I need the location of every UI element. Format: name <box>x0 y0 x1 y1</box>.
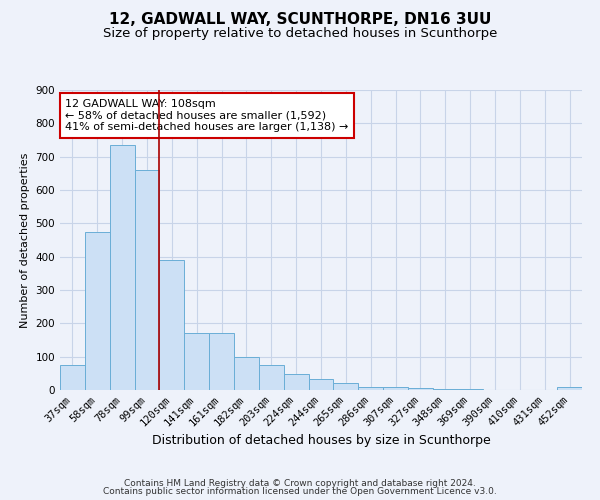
Bar <box>383 388 408 390</box>
Bar <box>284 374 308 390</box>
Text: 12, GADWALL WAY, SCUNTHORPE, DN16 3UU: 12, GADWALL WAY, SCUNTHORPE, DN16 3UU <box>109 12 491 28</box>
Bar <box>110 145 134 390</box>
Text: Contains public sector information licensed under the Open Government Licence v3: Contains public sector information licen… <box>103 487 497 496</box>
Bar <box>160 260 184 390</box>
Bar <box>209 334 234 390</box>
Text: Contains HM Land Registry data © Crown copyright and database right 2024.: Contains HM Land Registry data © Crown c… <box>124 478 476 488</box>
Bar <box>408 388 433 390</box>
Bar <box>433 389 458 390</box>
Bar <box>184 334 209 390</box>
Bar <box>358 386 383 390</box>
Text: Size of property relative to detached houses in Scunthorpe: Size of property relative to detached ho… <box>103 28 497 40</box>
Bar <box>308 379 334 390</box>
Bar <box>557 388 582 390</box>
Bar <box>334 384 358 390</box>
Bar <box>134 170 160 390</box>
Text: 12 GADWALL WAY: 108sqm
← 58% of detached houses are smaller (1,592)
41% of semi-: 12 GADWALL WAY: 108sqm ← 58% of detached… <box>65 99 349 132</box>
Y-axis label: Number of detached properties: Number of detached properties <box>20 152 30 328</box>
X-axis label: Distribution of detached houses by size in Scunthorpe: Distribution of detached houses by size … <box>152 434 490 447</box>
Bar <box>85 232 110 390</box>
Bar <box>234 356 259 390</box>
Bar <box>60 365 85 390</box>
Bar <box>259 365 284 390</box>
